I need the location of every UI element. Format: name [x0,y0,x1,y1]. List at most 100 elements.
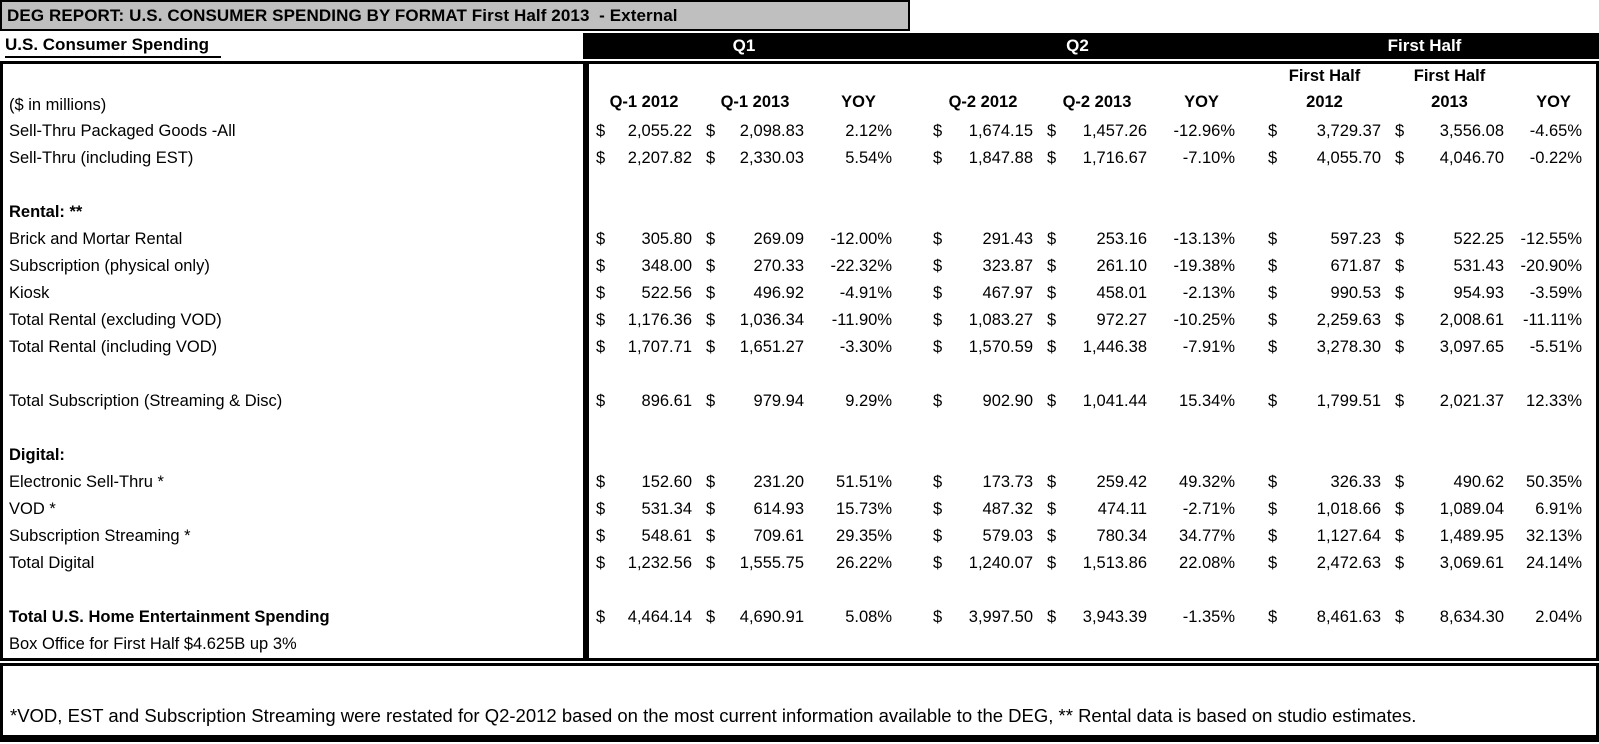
data-cell: $269.09 [706,230,804,248]
table-row: Digital: [3,442,1596,469]
table-row [3,172,1596,199]
row-label: Kiosk [3,280,589,307]
data-cell: $1,446.38 [1047,338,1147,356]
data-cell: -7.10% [1182,149,1235,167]
row-label [3,577,589,604]
row-label: Total Rental (including VOD) [3,334,589,361]
table-row: Total Rental (excluding VOD) $1,176.36 $1,… [3,307,1596,334]
data-cell: $1,127.64 [1268,527,1381,545]
data-cell: $780.34 [1047,527,1147,545]
table-row: Total Digital $1,232.56 $1,555.75 26.22% $1,… [3,550,1596,577]
data-cell: $3,556.08 [1395,122,1504,140]
data-cell: $522.25 [1395,230,1504,248]
table-row: Brick and Mortar Rental $305.80 $269.09 -12… [3,226,1596,253]
row-label [3,415,589,442]
data-cell: $1,707.71 [596,338,692,356]
data-cell: $1,176.36 [596,311,692,329]
data-cell: $990.53 [1268,284,1381,302]
row-label: Total Subscription (Streaming & Disc) [3,388,589,415]
table-row: Sell-Thru (including EST) $2,207.82 $2,330… [3,145,1596,172]
data-cell: $467.97 [933,284,1033,302]
data-cell: -12.55% [1520,230,1582,248]
data-cell: $474.11 [1047,500,1147,518]
data-cell: 15.34% [1179,392,1235,410]
group-header-band: Q1 Q2 First Half [583,33,1599,59]
data-cell: $1,089.04 [1395,500,1504,518]
data-cell: -20.90% [1520,257,1582,275]
data-cell: $4,055.70 [1268,149,1381,167]
data-cell: -2.71% [1182,500,1235,518]
data-cell: $253.16 [1047,230,1147,248]
data-cell: $671.87 [1268,257,1381,275]
data-cell: $261.10 [1047,257,1147,275]
data-cell: $902.90 [933,392,1033,410]
row-label [3,172,589,199]
data-cell: $954.93 [1395,284,1504,302]
row-label: Sell-Thru Packaged Goods -All [3,118,589,145]
column-header: Q-2 2012 [948,92,1018,111]
data-cell: 51.51% [836,473,892,491]
data-cell: $1,674.15 [933,122,1033,140]
data-cell: $1,018.66 [1268,500,1381,518]
data-cell: $270.33 [706,257,804,275]
column-header: First Half 2013 [1413,67,1486,111]
data-cell: -1.35% [1182,608,1235,626]
row-label: Total Rental (excluding VOD) [3,307,589,334]
data-cell: $8,461.63 [1268,608,1381,626]
data-cell: -0.22% [1529,149,1582,167]
data-cell: -22.32% [830,257,892,275]
data-cell: 29.35% [836,527,892,545]
table-row: Sell-Thru Packaged Goods -All $2,055.22 $2… [3,118,1596,145]
data-cell: $979.94 [706,392,804,410]
data-cell: $1,716.67 [1047,149,1147,167]
data-cell: $709.61 [706,527,804,545]
data-cell: $487.32 [933,500,1033,518]
data-cell: $291.43 [933,230,1033,248]
data-cell: $173.73 [933,473,1033,491]
data-cell: 9.29% [845,392,892,410]
report-title-bar: DEG REPORT: U.S. CONSUMER SPENDING BY FO… [0,0,910,31]
table-row: Subscription Streaming * $548.61 $709.61 29… [3,523,1596,550]
table-row [3,577,1596,604]
data-cell: $1,036.34 [706,311,804,329]
data-cell: -4.65% [1529,122,1582,140]
row-label: Subscription Streaming * [3,523,589,550]
data-cell: $3,729.37 [1268,122,1381,140]
data-cell: -19.38% [1173,257,1235,275]
data-cell: $326.33 [1268,473,1381,491]
table-row [3,415,1596,442]
footnote-text: *VOD, EST and Subscription Streaming wer… [10,705,1417,726]
data-cell: 2.12% [845,122,892,140]
group-header-q2: Q2 [1066,36,1089,55]
table-row: Total Subscription (Streaming & Disc) $89… [3,388,1596,415]
data-cell: $2,008.61 [1395,311,1504,329]
data-cell: $896.61 [596,392,692,410]
data-cell: $3,097.65 [1395,338,1504,356]
data-cell: $1,570.59 [933,338,1033,356]
data-cell: $1,083.27 [933,311,1033,329]
data-cell: $531.34 [596,500,692,518]
data-cell: $152.60 [596,473,692,491]
column-header: YOY [1184,92,1219,111]
data-cell: 50.35% [1526,473,1582,491]
table-row: VOD * $531.34 $614.93 15.73% $487.32 $474.11 -… [3,496,1596,523]
data-cell: $1,240.07 [933,554,1033,572]
row-label: Digital: [3,442,589,469]
column-header: Q-1 2012 [609,92,679,111]
data-cell: $1,555.75 [706,554,804,572]
data-cell: $3,997.50 [933,608,1033,626]
data-cell: 22.08% [1179,554,1235,572]
row-label: Subscription (physical only) [3,253,589,280]
data-cell: -11.11% [1522,311,1582,329]
data-cell: $231.20 [706,473,804,491]
table-body: Sell-Thru Packaged Goods -All $2,055.22 $2… [3,118,1596,658]
data-cell: $2,259.63 [1268,311,1381,329]
data-cell: -13.13% [1173,230,1235,248]
data-cell: 26.22% [836,554,892,572]
data-cell: $548.61 [596,527,692,545]
table-row: Rental: ** [3,199,1596,226]
table-row: Total Rental (including VOD) $1,707.71 $1,… [3,334,1596,361]
row-label: Rental: ** [3,199,589,226]
data-cell: $1,513.86 [1047,554,1147,572]
data-cell: 49.32% [1179,473,1235,491]
